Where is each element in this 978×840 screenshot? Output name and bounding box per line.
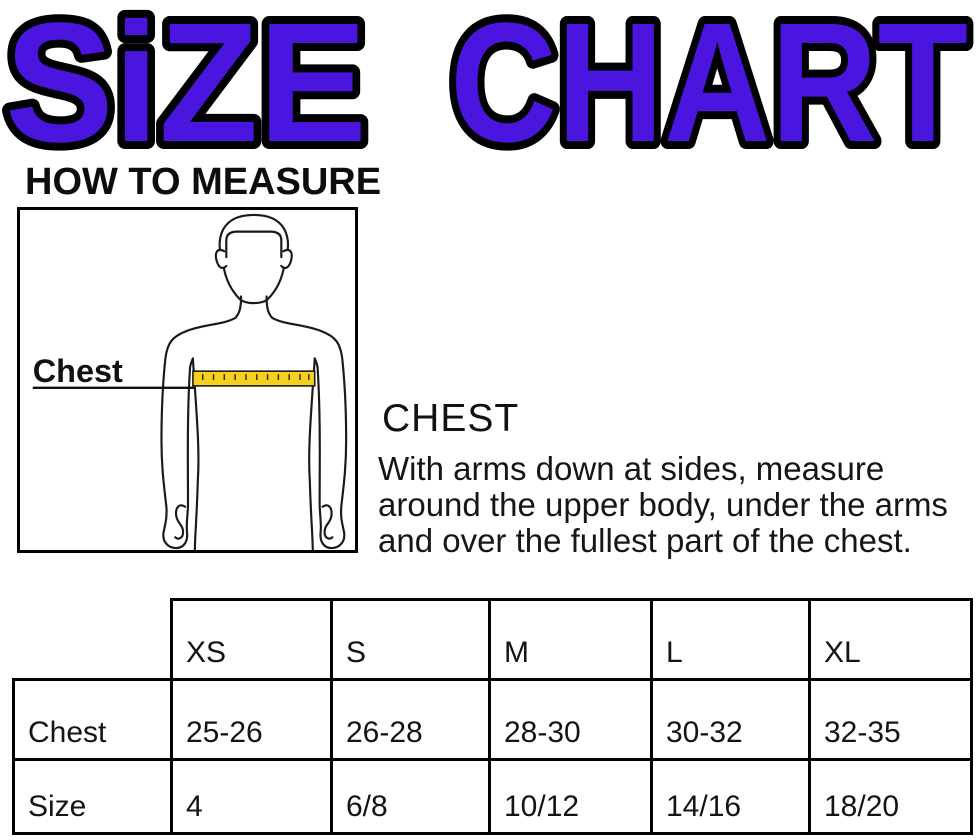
chest-instructions-line2: around the upper body, under the arms	[378, 486, 948, 523]
figure-left-arm	[160, 295, 243, 550]
chest-instructions-line1: With arms down at sides, measure	[378, 450, 885, 487]
figure-head	[218, 213, 289, 305]
title-word-chart: CHART	[450, 0, 968, 156]
size-table-size-row: Size 4 6/8 10/12 14/16 18/20	[12, 758, 973, 835]
chest-value-s: 26-28	[330, 678, 491, 761]
size-table-col-s: S	[330, 598, 491, 681]
size-table: XS S M L XL Chest 25-26 26-28 28-30 30-3…	[12, 598, 973, 835]
chest-instructions-line3: and over the fullest part of the chest.	[378, 522, 912, 559]
size-table-col-xl: XL	[808, 598, 973, 681]
chest-value-m: 28-30	[488, 678, 653, 761]
figure-ear-right	[280, 248, 293, 270]
figure-ear-left	[214, 248, 228, 270]
title-word-size: SiZE	[5, 0, 367, 156]
chest-value-l: 30-32	[650, 678, 811, 761]
figure-torso-right	[308, 358, 316, 550]
size-table-chest-row: Chest 25-26 26-28 28-30 30-32 32-35	[12, 678, 973, 761]
torso-illustration: Chest	[32, 213, 348, 550]
chest-value-xl: 32-35	[808, 678, 973, 761]
chest-value-xs: 25-26	[170, 678, 333, 761]
measuring-tape	[192, 370, 316, 387]
measuring-tape-ticks	[201, 374, 310, 380]
figure-right-thumb	[321, 504, 334, 540]
size-table-col-xs: XS	[170, 598, 333, 681]
size-table-col-m: M	[488, 598, 653, 681]
figure-torso-left	[191, 358, 200, 550]
chest-section-heading: CHEST	[382, 397, 520, 440]
figure-hairline	[225, 230, 283, 259]
figure-chest-label: Chest	[33, 353, 123, 389]
measurement-figure-box: Chest	[17, 207, 358, 553]
size-table-ghost-cell	[14, 600, 172, 680]
size-table-size-row-label: Size	[12, 758, 173, 835]
figure-right-arm	[265, 295, 348, 550]
size-value-s: 6/8	[330, 758, 491, 835]
size-table-col-l: L	[650, 598, 811, 681]
size-value-xs: 4	[170, 758, 333, 835]
size-value-xl: 18/20	[808, 758, 973, 835]
how-to-measure-heading: HOW TO MEASURE	[25, 161, 382, 203]
size-value-l: 14/16	[650, 758, 811, 835]
figure-left-thumb	[174, 504, 187, 540]
size-value-m: 10/12	[488, 758, 653, 835]
size-chart-title: SiZE CHART	[0, 0, 976, 156]
size-table-chest-row-label: Chest	[12, 678, 173, 761]
chest-instructions: With arms down at sides, measure around …	[378, 451, 948, 559]
size-table-header-row: XS S M L XL	[14, 598, 973, 681]
